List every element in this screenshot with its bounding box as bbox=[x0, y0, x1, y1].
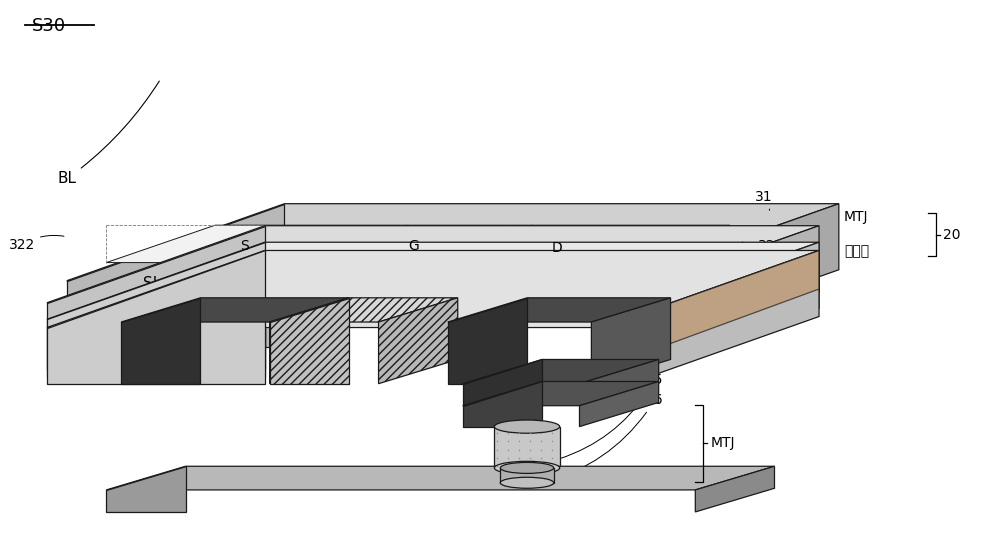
Ellipse shape bbox=[494, 420, 560, 433]
Polygon shape bbox=[463, 360, 542, 406]
Text: D: D bbox=[551, 241, 562, 255]
Text: 31: 31 bbox=[755, 190, 772, 210]
Polygon shape bbox=[695, 466, 774, 512]
Text: S30: S30 bbox=[32, 17, 66, 34]
Text: 322: 322 bbox=[9, 235, 64, 252]
Polygon shape bbox=[448, 298, 527, 384]
Polygon shape bbox=[106, 466, 774, 490]
Polygon shape bbox=[494, 426, 560, 468]
Text: MTJ: MTJ bbox=[710, 436, 735, 450]
Ellipse shape bbox=[500, 477, 554, 488]
Text: BL: BL bbox=[57, 81, 159, 186]
Polygon shape bbox=[463, 381, 542, 426]
Text: MTJ: MTJ bbox=[844, 211, 868, 225]
Text: 34: 34 bbox=[624, 351, 668, 397]
Polygon shape bbox=[67, 203, 839, 281]
Polygon shape bbox=[423, 225, 730, 262]
Polygon shape bbox=[47, 226, 819, 303]
Polygon shape bbox=[500, 468, 554, 483]
Polygon shape bbox=[448, 298, 671, 322]
Text: 选择器: 选择器 bbox=[844, 245, 869, 259]
Polygon shape bbox=[67, 203, 284, 347]
Polygon shape bbox=[601, 250, 819, 361]
Text: 321: 321 bbox=[722, 256, 766, 270]
Polygon shape bbox=[591, 298, 671, 384]
Polygon shape bbox=[121, 298, 200, 384]
Text: 20: 20 bbox=[943, 227, 960, 241]
Polygon shape bbox=[621, 203, 839, 347]
Polygon shape bbox=[47, 242, 265, 377]
Polygon shape bbox=[579, 381, 659, 426]
Polygon shape bbox=[47, 250, 265, 384]
Text: 32: 32 bbox=[742, 239, 775, 253]
Text: 35: 35 bbox=[559, 373, 663, 459]
Polygon shape bbox=[601, 226, 819, 369]
Polygon shape bbox=[270, 298, 349, 384]
Polygon shape bbox=[601, 242, 819, 388]
Polygon shape bbox=[379, 298, 458, 384]
Polygon shape bbox=[47, 250, 819, 327]
Polygon shape bbox=[463, 360, 659, 384]
Text: SL: SL bbox=[143, 274, 193, 291]
Ellipse shape bbox=[494, 461, 560, 474]
Polygon shape bbox=[106, 466, 186, 512]
Polygon shape bbox=[270, 298, 349, 384]
Polygon shape bbox=[299, 225, 532, 262]
Text: 36: 36 bbox=[545, 393, 663, 482]
Text: S: S bbox=[241, 239, 249, 253]
Polygon shape bbox=[121, 298, 349, 322]
Polygon shape bbox=[579, 360, 659, 406]
Polygon shape bbox=[106, 225, 408, 262]
Polygon shape bbox=[47, 226, 265, 369]
Polygon shape bbox=[270, 298, 458, 322]
Polygon shape bbox=[601, 250, 819, 394]
Text: G: G bbox=[408, 239, 419, 253]
Text: 33: 33 bbox=[638, 323, 666, 371]
Ellipse shape bbox=[500, 463, 554, 473]
Polygon shape bbox=[463, 381, 659, 406]
Text: WL: WL bbox=[271, 274, 317, 300]
Polygon shape bbox=[47, 242, 819, 319]
